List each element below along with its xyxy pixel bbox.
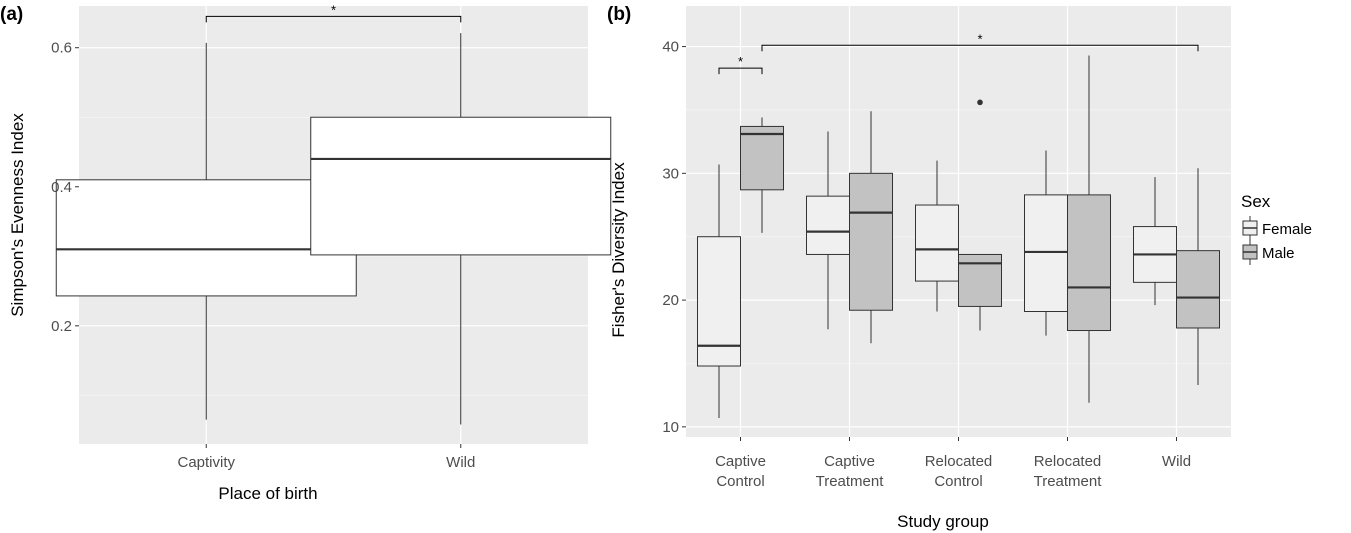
panel-b-significance-1-label: * [977,31,982,46]
panel-b-male-2-outlier-0 [977,99,983,106]
panel-b-male-3-box [1067,194,1111,332]
panel-b-box-female-0 [697,164,741,418]
panel-b-significance: ** [718,31,1199,75]
panel-b-y-tick-label: 20 [662,292,679,309]
panel-b-male-1-box [849,172,893,311]
panel-b-male-4-box [1176,250,1220,329]
panel-b-female-1-box [806,195,850,255]
panel-a-x-tick-label: Captivity [177,454,235,471]
legend-label-female: Female [1262,221,1312,238]
panel-b-legend: Sex Female Male [1241,192,1312,265]
panel-b-x-ticks: Captive Control Captive Treatment Relocated C… [715,437,1191,490]
panel-a-letter: (a) [0,4,23,25]
panel-b-x-axis-title: Study group [897,512,989,531]
panel-a-x-ticks: Captivity Wild [177,444,475,471]
legend-title: Sex [1241,192,1271,211]
panel-b-x-tick-label-line1: Wild [1162,453,1191,470]
panel-a-box-wild [310,33,612,425]
panel-b-box-male-4 [1176,168,1220,386]
panel-b-letter: (b) [607,4,631,25]
panel-b-female-0-box [697,236,741,367]
panel-b-box-male-2 [958,99,1002,331]
panel-b-box-female-3 [1024,150,1068,336]
panel-b-y-axis-title: Fisher's Diversity Index [609,162,628,338]
panel-b-male-0-box [740,125,784,191]
panel-b-y-ticks: 10 20 30 40 [662,39,686,436]
panel-a-y-tick-label: 0.4 [51,179,72,196]
panel-a-x-axis-title: Place of birth [218,484,317,503]
panel-b-y-tick-label: 30 [662,165,679,182]
panel-a-y-ticks: 0.2 0.4 0.6 [51,40,79,335]
panel-b-y-tick-label: 40 [662,39,679,56]
panel-a-y-tick-label: 0.2 [51,318,72,335]
legend-key-female [1242,216,1258,241]
panel-b-y-tick-label: 10 [662,419,679,436]
panel-b-x-tick-label-line2: Control [934,473,982,490]
panel-b-box-female-2 [915,160,959,312]
panel-b-x-tick-label-line1: Relocated [925,453,993,470]
panel-b-female-3-box [1024,194,1068,313]
panel-a-y-axis-title: Simpson's Evenness Index [8,113,27,317]
panel-b-female-2-box [915,204,959,282]
panel-a-box-captivity [55,42,357,420]
panel-a-significance-0-label: * [331,2,336,17]
panel-a-boxes [55,33,612,425]
panel-b-significance-1-bracket [761,44,1199,52]
panel-b-x-tick-label-line1: Captive [715,453,766,470]
legend-key-male [1242,240,1258,265]
panel-b-x-tick-label-line2: Treatment [816,473,885,490]
panel-a-y-tick-label: 0.6 [51,40,72,57]
panel-b-box-male-0 [740,117,784,233]
panel-b-significance-0-label: * [738,54,743,69]
panel-a-significance-0-bracket [205,15,462,23]
panel-a-x-tick-label: Wild [446,454,475,471]
panel-b-box-male-1 [849,111,893,344]
panel-a: (a) * 0.2 0.4 0.6 Captivity Wild Place of b… [0,2,612,503]
panel-b-x-tick-label-line1: Relocated [1034,453,1102,470]
panel-a-captivity-box [55,179,357,297]
panel-b-box-female-4 [1133,177,1177,306]
panel-a-significance: * [205,2,462,23]
panel-b-significance-0-bracket [718,67,763,75]
panel-b-x-tick-label-line2: Control [716,473,764,490]
panel-b-x-tick-label-line2: Treatment [1034,473,1103,490]
panel-b-boxes [697,55,1220,418]
panel-b-box-male-3 [1067,55,1111,403]
panel-b-x-tick-label-line1: Captive [824,453,875,470]
panel-a-wild-box [310,116,612,256]
legend-label-male: Male [1262,245,1295,262]
